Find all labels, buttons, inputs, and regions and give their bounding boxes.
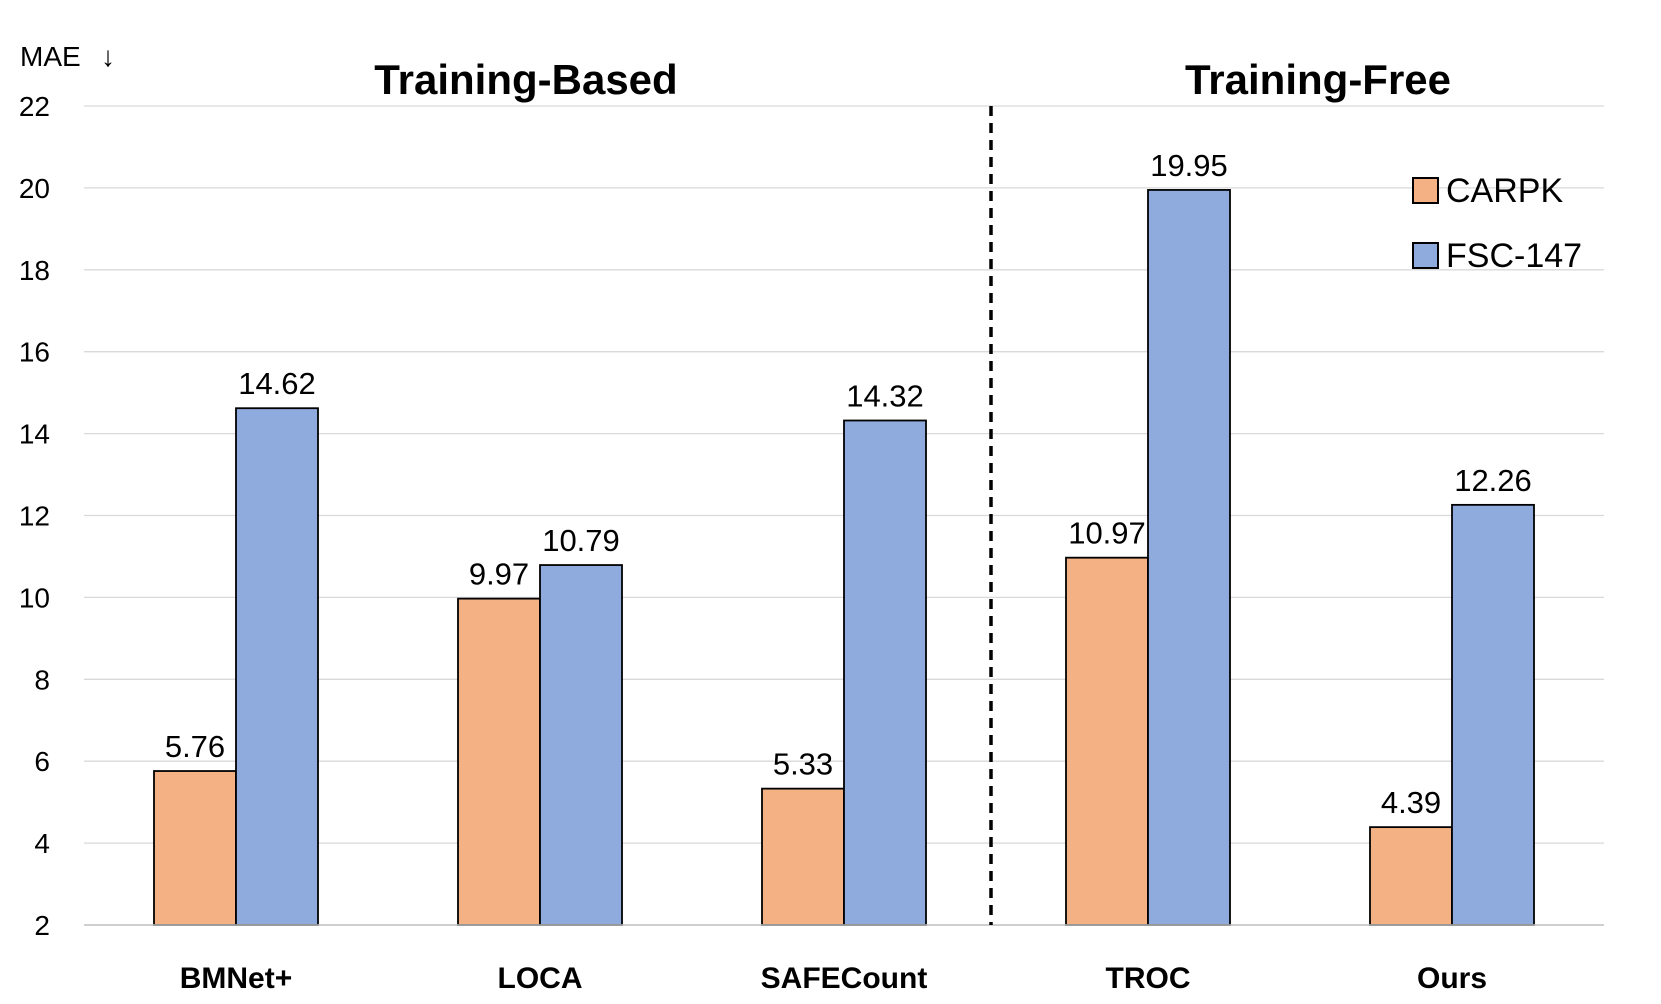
y-tick-label: 10 bbox=[19, 582, 50, 613]
x-tick-label: Ours bbox=[1417, 962, 1487, 995]
y-tick-label: 4 bbox=[34, 828, 50, 859]
bar-fsc-147-ours bbox=[1451, 503, 1535, 926]
bar-fsc-147-troc bbox=[1147, 189, 1231, 926]
data-label: 12.26 bbox=[1454, 463, 1532, 498]
x-tick-label: SAFECount bbox=[761, 962, 928, 995]
bar-fsc-147-bmnet- bbox=[235, 407, 319, 926]
data-label: 10.97 bbox=[1068, 516, 1146, 551]
legend: CARPK FSC-147 bbox=[1412, 172, 1582, 275]
y-tick-label: 16 bbox=[19, 337, 50, 368]
group-title-training-based: Training-Based bbox=[374, 56, 677, 103]
data-label: 10.79 bbox=[542, 523, 620, 558]
legend-label-fsc147: FSC-147 bbox=[1446, 237, 1582, 275]
legend-swatch-carpk bbox=[1412, 177, 1439, 204]
data-label: 14.32 bbox=[846, 378, 924, 413]
down-arrow-icon: ↓ bbox=[101, 41, 115, 72]
data-label: 4.39 bbox=[1381, 785, 1441, 820]
bar-carpk-safecount bbox=[761, 787, 845, 926]
y-tick-label: 20 bbox=[19, 173, 50, 204]
data-label: 14.62 bbox=[238, 366, 316, 401]
group-title-training-free: Training-Free bbox=[1185, 56, 1451, 103]
x-tick-label: BMNet+ bbox=[180, 962, 293, 995]
legend-swatch-fsc147 bbox=[1412, 242, 1439, 269]
data-label: 5.76 bbox=[165, 729, 225, 764]
y-tick-label: 22 bbox=[19, 91, 50, 122]
y-axis-label: MAE bbox=[20, 41, 81, 72]
legend-label-carpk: CARPK bbox=[1446, 172, 1563, 210]
x-tick-label: LOCA bbox=[498, 962, 583, 995]
y-tick-label: 14 bbox=[19, 419, 50, 450]
x-axis-labels: BMNet+ LOCA SAFECount TROC Ours bbox=[180, 962, 1487, 995]
bar-carpk-troc bbox=[1065, 556, 1149, 926]
y-tick-label: 12 bbox=[19, 501, 50, 532]
x-tick-label: TROC bbox=[1106, 962, 1191, 995]
bar-fsc-147-safecount bbox=[843, 419, 927, 926]
y-tick-label: 8 bbox=[34, 664, 50, 695]
y-tick-label: 2 bbox=[34, 910, 50, 941]
bars bbox=[153, 189, 1535, 926]
bar-carpk-loca bbox=[457, 597, 541, 926]
y-axis-ticks: 2 4 6 8 10 12 14 16 18 20 22 bbox=[19, 91, 50, 941]
y-tick-label: 6 bbox=[34, 746, 50, 777]
data-label: 9.97 bbox=[469, 557, 529, 592]
data-label: 5.33 bbox=[773, 747, 833, 782]
data-label: 19.95 bbox=[1150, 148, 1228, 183]
bar-fsc-147-loca bbox=[539, 564, 623, 926]
data-labels: 5.76 14.62 9.97 10.79 5.33 14.32 10.97 19.95 4.3… bbox=[165, 148, 1532, 820]
bar-carpk-bmnet- bbox=[153, 770, 237, 926]
y-tick-label: 18 bbox=[19, 255, 50, 286]
bar-carpk-ours bbox=[1369, 826, 1453, 926]
